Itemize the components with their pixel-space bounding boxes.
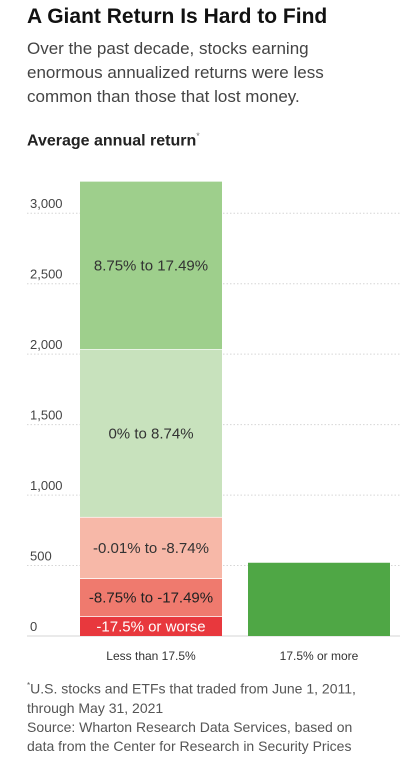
bars bbox=[80, 180, 390, 636]
chart-title-marker: * bbox=[196, 131, 200, 141]
y-tick-label: 1,500 bbox=[30, 408, 63, 423]
chart-title-text: Average annual return bbox=[27, 132, 197, 150]
segment-label: 0% to 8.74% bbox=[108, 426, 193, 443]
y-tick-label: 2,500 bbox=[30, 267, 63, 282]
chart-title: Average annual return* bbox=[27, 131, 200, 150]
source-line: Source: Wharton Research Data Services, … bbox=[27, 718, 353, 735]
y-tick-label: 3,000 bbox=[30, 196, 63, 211]
subtitle-line: common than those that lost money. bbox=[27, 87, 300, 106]
y-tick-label: 1,000 bbox=[30, 478, 63, 493]
x-category-label: 17.5% or more bbox=[280, 649, 359, 663]
source-line: data from the Center for Research in Sec… bbox=[27, 737, 352, 754]
bar-segment bbox=[80, 616, 222, 636]
footnote: *U.S. stocks and ETFs that traded from J… bbox=[27, 676, 402, 756]
bar-segment bbox=[80, 516, 222, 579]
segment-label: -8.75% to -17.49% bbox=[89, 590, 213, 607]
segment-label: -0.01% to -8.74% bbox=[93, 540, 209, 557]
y-tick-label: 0 bbox=[30, 619, 37, 634]
bar-segment bbox=[80, 180, 222, 350]
page-title: A Giant Return Is Hard to Find bbox=[27, 5, 328, 28]
footnote-line: through May 31, 2021 bbox=[27, 699, 164, 716]
segment-label: -17.5% or worse bbox=[96, 619, 205, 636]
footnote-line: *U.S. stocks and ETFs that traded from J… bbox=[27, 676, 402, 699]
bar-chart: -17.5% or worse -8.75% to -17.49% -0.01% t… bbox=[27, 180, 400, 663]
segment-labels: -17.5% or worse -8.75% to -17.49% -0.01% t… bbox=[89, 258, 213, 636]
segment-label: 8.75% to 17.49% bbox=[94, 258, 208, 275]
subtitle-line: Over the past decade, stocks earning bbox=[27, 39, 309, 58]
bar-segment bbox=[80, 578, 222, 617]
bar-segment bbox=[248, 562, 390, 636]
footnote-marker: * bbox=[27, 681, 31, 690]
page-subtitle: Over the past decade, stocks earning eno… bbox=[27, 37, 399, 109]
x-axis-categories: Less than 17.5% 17.5% or more bbox=[106, 649, 358, 663]
y-tick-label: 2,000 bbox=[30, 337, 63, 352]
footnote-text: U.S. stocks and ETFs that traded from Ju… bbox=[30, 680, 356, 697]
bar-segment bbox=[80, 349, 222, 517]
x-category-label: Less than 17.5% bbox=[106, 649, 196, 663]
subtitle-line: enormous annualized returns were less bbox=[27, 63, 324, 82]
y-axis-ticks: 0 500 1,000 1,500 2,000 2,500 3,000 bbox=[30, 196, 63, 634]
y-tick-label: 500 bbox=[30, 549, 52, 564]
